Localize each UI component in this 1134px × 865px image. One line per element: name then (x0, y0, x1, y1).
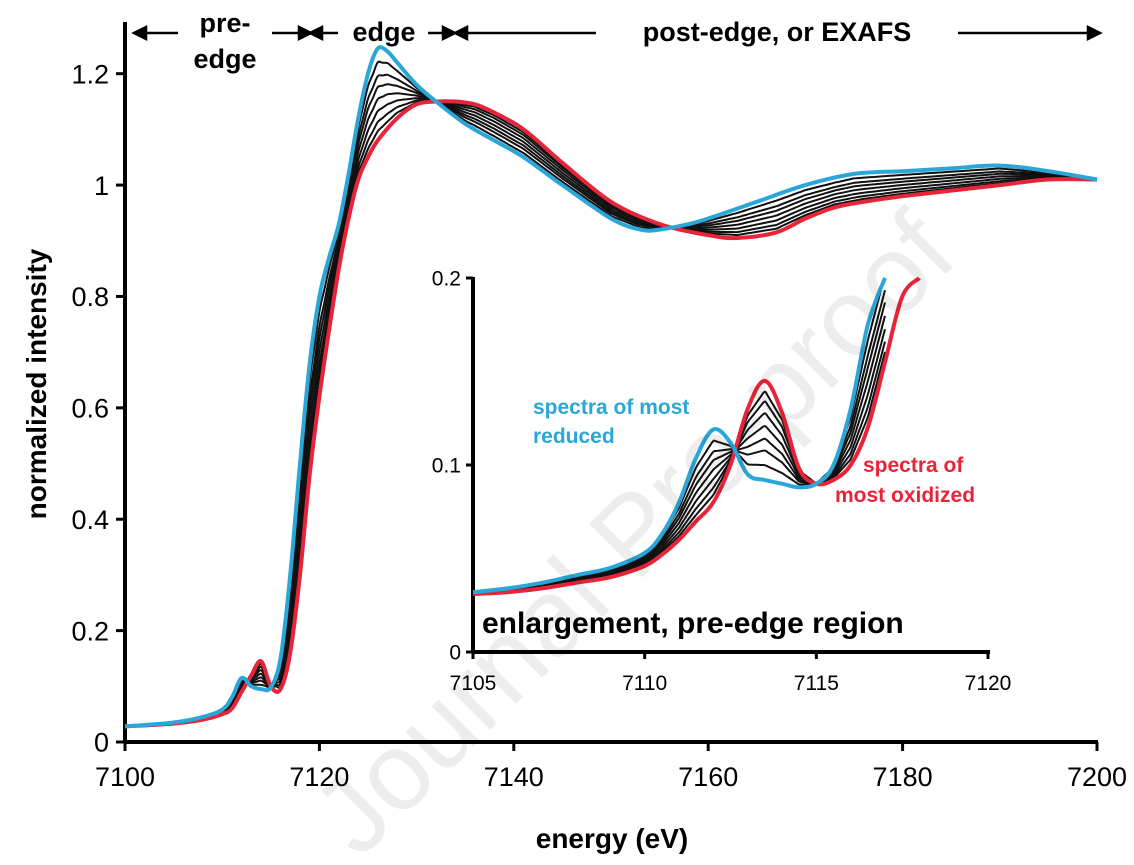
inset-x-tick-label: 7115 (794, 672, 839, 695)
inset-y-tick-label: 0 (449, 642, 461, 665)
inset-series-group (472, 276, 921, 596)
annotation-reduced-line2: reduced (533, 425, 615, 448)
region-label-edge: edge (352, 17, 415, 47)
inset-x-tick-label: 7110 (622, 672, 667, 695)
main-x-tick-label: 7140 (484, 762, 544, 792)
exafs-arrow-head-right (1086, 24, 1103, 42)
main-x-tick-label: 7100 (95, 762, 155, 792)
exafs-arrow-head-left (452, 24, 469, 42)
main-x-tick-label: 7160 (678, 762, 738, 792)
pre-edge-arrow-head-left (131, 24, 148, 42)
main-reduced-series-line (124, 45, 1098, 729)
inset-oxidized-series-line (472, 276, 921, 596)
inset-y-tick-label: 0.1 (432, 455, 461, 478)
region-arrows (131, 24, 1103, 42)
pre-edge-arrow-head-right (297, 24, 314, 42)
main-y-tick-label: 0 (94, 728, 109, 758)
region-label-exafs: post-edge, or EXAFS (643, 17, 912, 47)
inset-x-tick-label: 7120 (965, 672, 1012, 695)
inset-y-ticks: 0 0.1 0.2 (432, 268, 473, 665)
main-y-tick-label: 1 (94, 171, 109, 201)
inset-x-ticks: 7105 7110 7115 7120 (450, 652, 1012, 695)
annotation-reduced-line1: spectra of most (533, 396, 689, 419)
main-y-tick-label: 0.2 (71, 616, 109, 646)
inset-background (472, 262, 994, 672)
inset-title: enlargement, pre-edge region (482, 607, 904, 640)
main-intermediate-series-line (124, 97, 1098, 728)
main-x-ticks: 7100 7120 7140 7160 7180 7200 (95, 742, 1127, 792)
edge-arrow-head-right (441, 24, 458, 42)
main-intermediate-series-line (124, 92, 1098, 728)
main-y-tick-label: 0.6 (71, 394, 109, 424)
inset-x-tick-label: 7105 (450, 672, 497, 695)
annotation-oxidized-line1: spectra of (863, 454, 964, 477)
x-axis-title: energy (eV) (536, 823, 689, 854)
main-x-tick-label: 7120 (289, 762, 349, 792)
region-label-pre-edge: edge (193, 44, 256, 74)
main-y-tick-label: 0.8 (71, 282, 109, 312)
y-axis-title: normalized intensity (21, 248, 52, 519)
main-x-tick-label: 7180 (873, 762, 933, 792)
inset-reduced-series-line (472, 277, 887, 595)
main-series-group (124, 45, 1098, 729)
main-y-ticks: 0 0.2 0.4 0.6 0.8 1 1.2 (71, 59, 125, 758)
main-y-tick-label: 1.2 (71, 59, 109, 89)
main-oxidized-series-line (124, 99, 1098, 729)
inset-chart: 7105 7110 7115 7120 0 0.1 0.2 enlargement, pr… (432, 262, 1012, 695)
main-x-tick-label: 7200 (1067, 762, 1127, 792)
annotation-oxidized-line2: most oxidized (835, 484, 975, 507)
main-axes (123, 22, 1098, 744)
main-intermediate-series-line (124, 83, 1098, 728)
main-y-tick-label: 0.4 (71, 505, 109, 535)
region-label-pre: pre- (199, 8, 250, 38)
main-intermediate-series-line (124, 99, 1098, 728)
edge-arrow-head-left (307, 24, 324, 42)
inset-y-tick-label: 0.2 (432, 268, 461, 291)
